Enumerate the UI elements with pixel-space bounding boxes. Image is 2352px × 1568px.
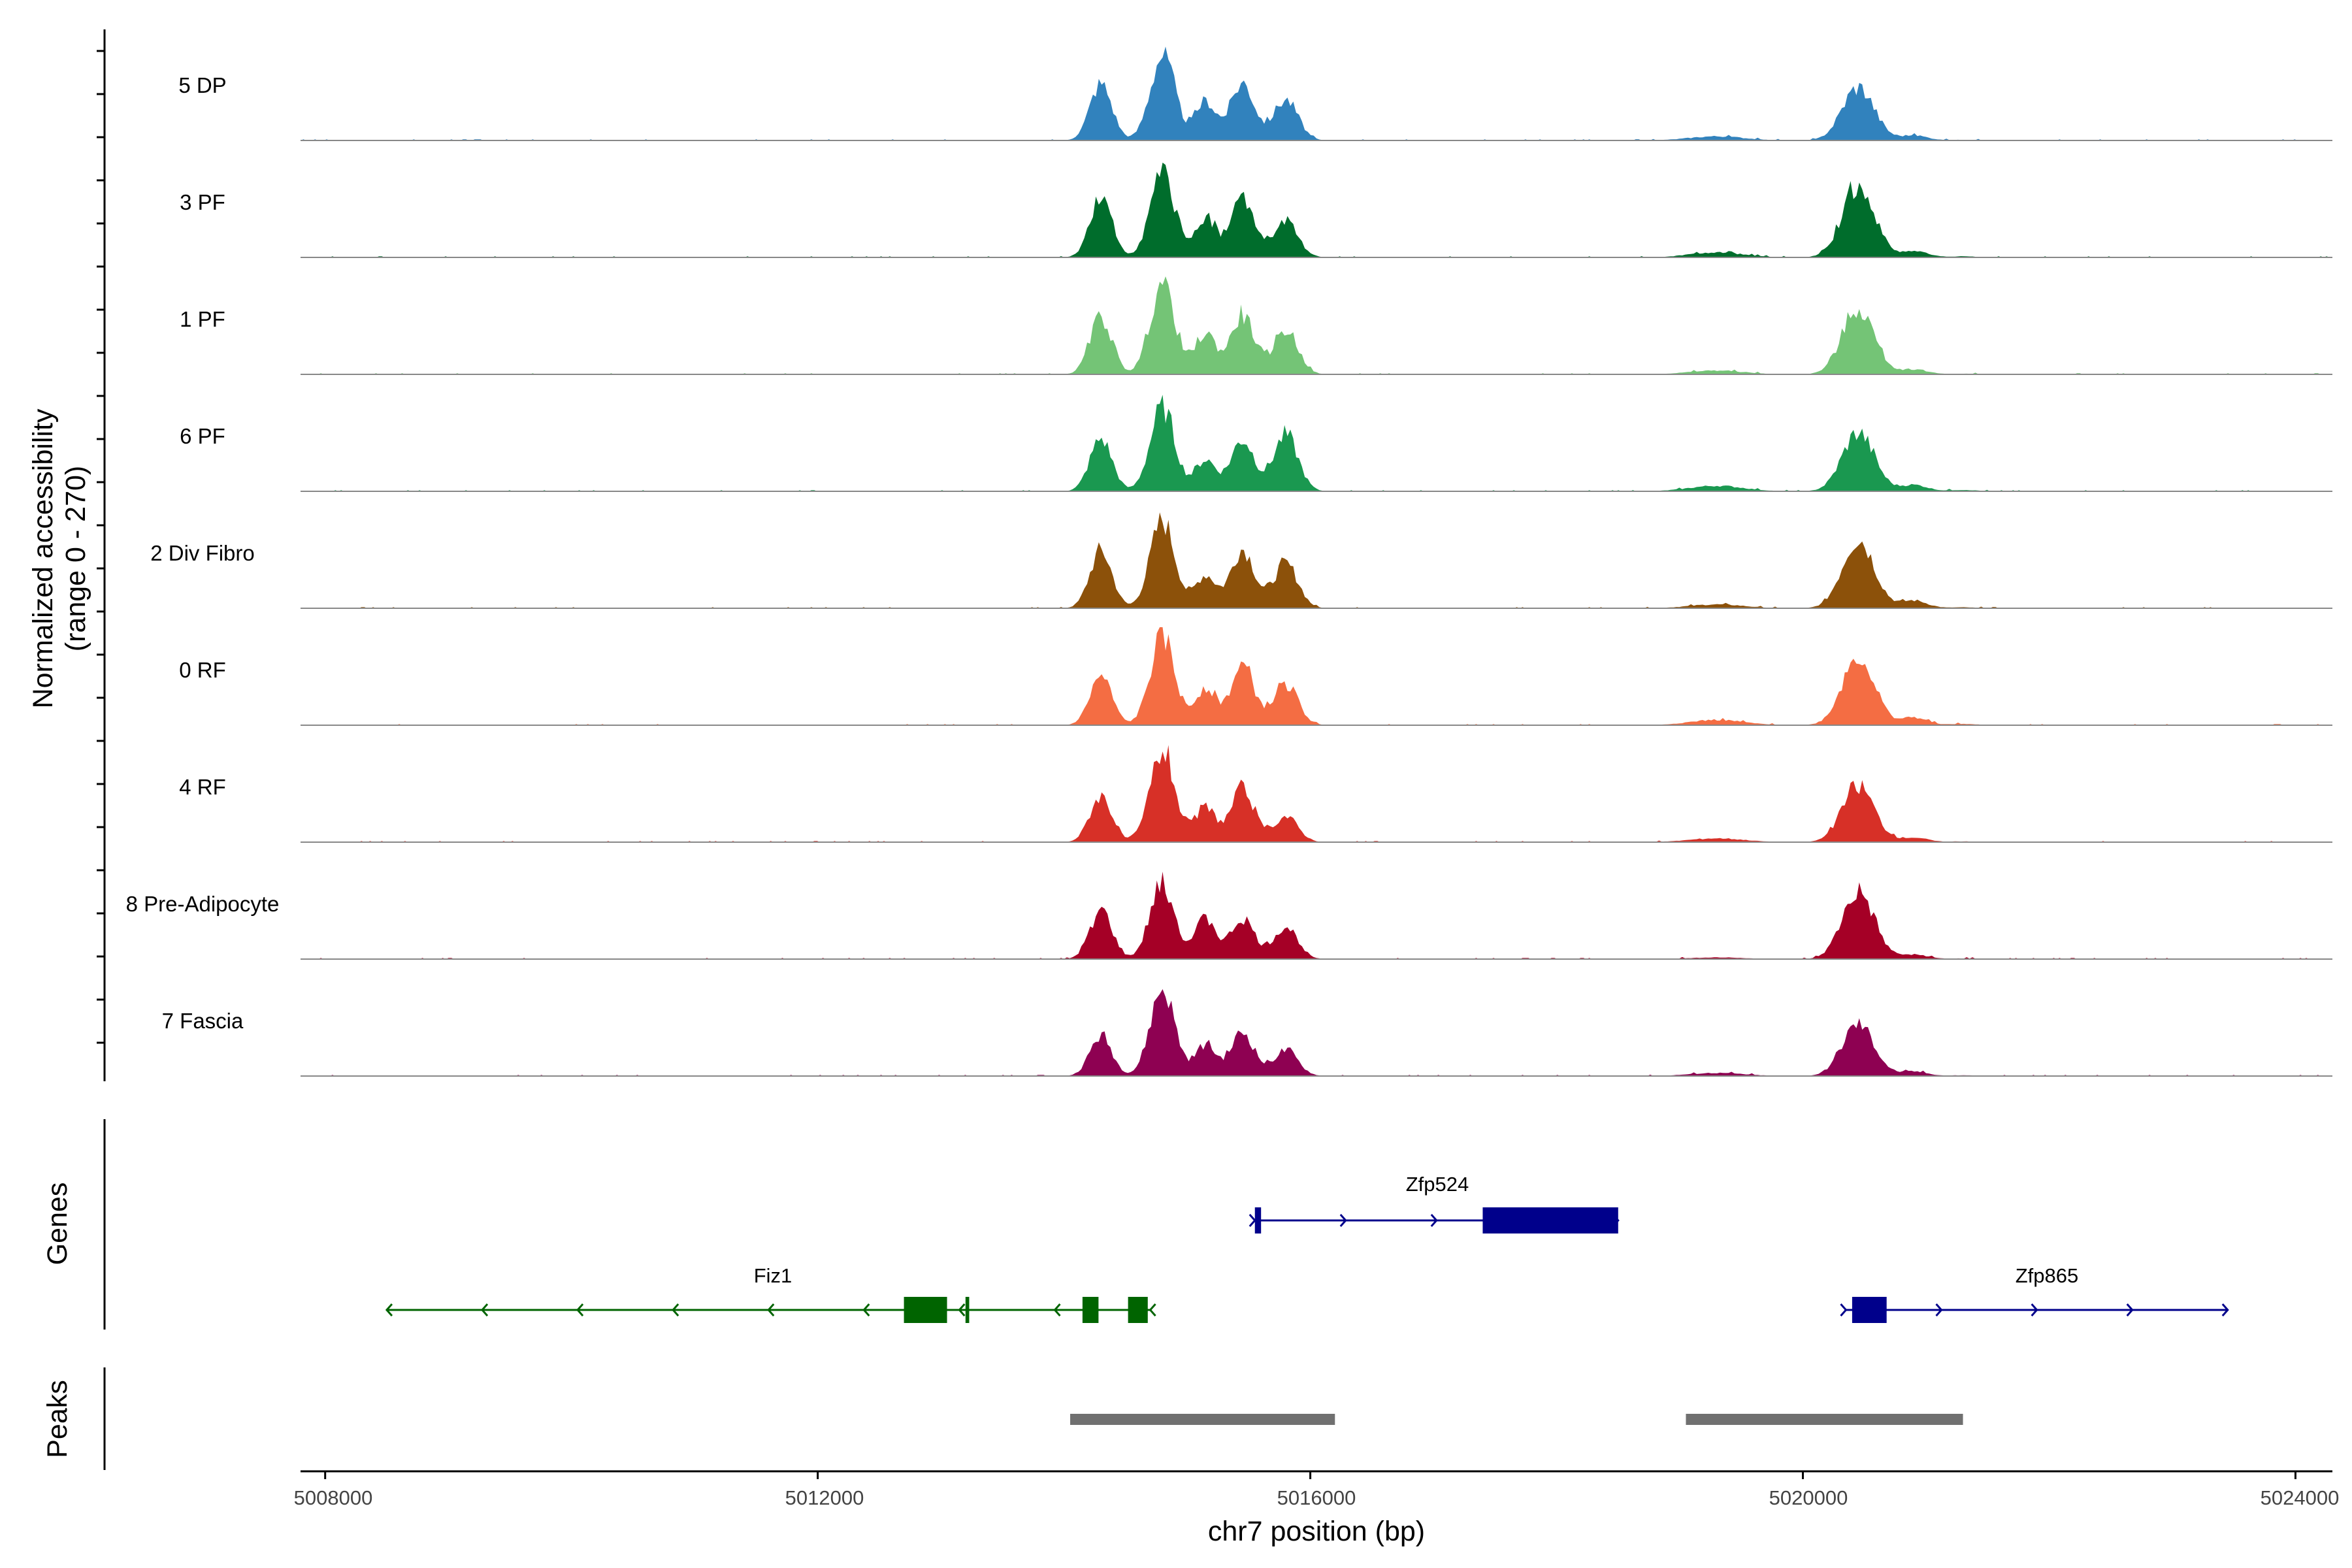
strand-arrow [1053,1303,1061,1316]
x-axis-title: chr7 position (bp) [1208,1516,1425,1547]
track-label: 2 Div Fibro [150,541,255,565]
coverage-area [301,512,2332,608]
coverage-area [301,46,2332,140]
gene-label-fiz1: Fiz1 [754,1264,792,1287]
strand-arrow [576,1303,584,1316]
coverage-area [301,627,2332,725]
x-axis-ticks [324,1471,2296,1479]
exon [965,1297,970,1323]
peak-bar [1070,1414,1335,1425]
exon [1482,1207,1618,1233]
strand-arrow [862,1303,870,1316]
track-label: 0 RF [179,658,226,682]
x-tick-label-3: 5020000 [1769,1486,1848,1509]
strand-arrow [1339,1214,1347,1227]
coverage-area [301,395,2332,491]
strand-arrow [1840,1303,1848,1316]
x-tick-label-4: 5024000 [2261,1486,2340,1509]
x-tick-label-0: 5008000 [294,1486,373,1509]
exon [1082,1297,1099,1323]
strand-arrow [2221,1303,2229,1316]
track-label: 3 PF [180,190,225,214]
peak-bar [1686,1414,1963,1425]
gene-zfp524 [1249,1207,1620,1233]
track-5-dp: 5 DP [178,46,2332,141]
x-tick-label-2: 5016000 [1277,1486,1356,1509]
track-label: 7 Fascia [162,1009,244,1033]
track-label: 4 RF [179,775,226,799]
track-6-pf: 6 PF [180,395,2332,492]
strand-arrow [767,1303,775,1316]
track-label: 1 PF [180,307,225,331]
exon [904,1297,947,1323]
track-8-pre-adipocyte: 8 Pre-Adipocyte [126,872,2332,960]
coverage-area [301,745,2332,842]
strand-arrow [1149,1303,1156,1316]
track-4-rf: 4 RF [179,745,2332,843]
coverage-area [301,872,2332,959]
exon [1852,1297,1887,1323]
gene-zfp865 [1840,1297,2229,1323]
strand-arrow [481,1303,489,1316]
gene-label-zfp524: Zfp524 [1406,1173,1469,1196]
gene-label-zfp865: Zfp865 [2016,1264,2079,1287]
peaks-track-title: Peaks [42,1380,73,1458]
track-1-pf: 1 PF [180,276,2332,375]
gene-fiz1 [385,1297,1156,1323]
coverage-area [301,162,2332,257]
track-label: 5 DP [178,73,226,97]
coverage-y-ticks [97,50,105,1044]
coverage-area [301,989,2332,1076]
track-label: 8 Pre-Adipocyte [126,892,280,916]
track-3-pf: 3 PF [180,162,2332,258]
peak-regions [1070,1414,1963,1425]
y-axis-title: Normalized accessibility [27,408,59,708]
strand-arrow [2126,1303,2134,1316]
strand-arrow [672,1303,679,1316]
strand-arrow [1935,1303,1943,1316]
strand-arrow [385,1303,393,1316]
gene-annotation [385,1207,2229,1323]
strand-arrow [2031,1303,2038,1316]
coverage-tracks: 5 DP 3 PF 1 PF 6 PF 2 Div Fibro 0 RF 4 RF 8 Pre… [126,46,2332,1077]
track-0-rf: 0 RF [179,627,2332,726]
coverage-area [301,276,2332,374]
genes-track-title: Genes [42,1183,73,1266]
exon [1254,1207,1262,1233]
strand-arrow [1249,1214,1256,1227]
strand-arrow [958,1303,966,1316]
track-7-fascia: 7 Fascia [162,989,2332,1077]
track-label: 6 PF [180,424,225,448]
exon [1128,1297,1148,1323]
strand-arrow [1430,1214,1438,1227]
y-axis-range: (range 0 - 270) [60,466,91,651]
track-2-div-fibro: 2 Div Fibro [150,512,2332,609]
x-tick-label-1: 5012000 [785,1486,864,1509]
